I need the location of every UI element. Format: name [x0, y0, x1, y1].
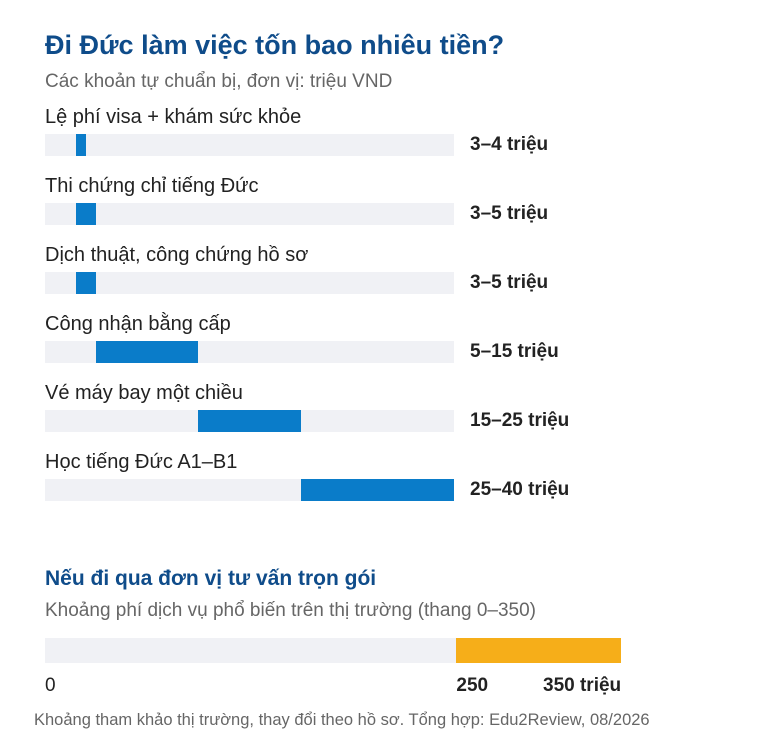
package-bar-track — [45, 638, 621, 663]
range-value-label: 25–40 triệu — [470, 479, 570, 500]
axis-tick-label: 0 — [45, 675, 56, 696]
category-label: Vé máy bay một chiều — [45, 382, 243, 404]
category-label: Thi chứng chỉ tiếng Đức — [45, 175, 259, 197]
chart-title: Đi Đức làm việc tốn bao nhiêu tiền? — [45, 30, 505, 60]
package-chart-subtitle: Khoảng phí dịch vụ phổ biến trên thị trư… — [45, 600, 537, 621]
range-bar — [75, 203, 97, 225]
bar-track — [45, 341, 454, 363]
package-range-bar — [456, 638, 621, 663]
category-label: Học tiếng Đức A1–B1 — [45, 451, 238, 473]
bar-track — [45, 479, 454, 501]
range-bar — [96, 341, 199, 363]
axis-tick-label: 350 triệu — [543, 675, 622, 696]
footnote: Khoảng tham khảo thị trường, thay đổi th… — [34, 711, 650, 729]
axis-tick-label: 250 — [456, 675, 489, 696]
chart-subtitle: Các khoản tự chuẩn bị, đơn vị: triệu VND — [45, 71, 393, 92]
range-value-label: 15–25 triệu — [470, 410, 570, 431]
bar-track — [45, 134, 454, 156]
bar-track — [45, 410, 454, 432]
range-bar — [300, 479, 454, 501]
range-bar — [75, 134, 86, 156]
category-label: Lệ phí visa + khám sức khỏe — [45, 106, 302, 128]
range-value-label: 3–4 triệu — [470, 134, 549, 155]
category-label: Dịch thuật, công chứng hồ sơ — [45, 244, 309, 266]
range-value-label: 5–15 triệu — [470, 341, 559, 362]
range-bar — [75, 272, 97, 294]
package-chart-title: Nếu đi qua đơn vị tư vấn trọn gói — [45, 567, 377, 590]
range-bar — [198, 410, 301, 432]
bar-track — [45, 203, 454, 225]
range-value-label: 3–5 triệu — [470, 272, 549, 293]
bar-track — [45, 272, 454, 294]
range-value-label: 3–5 triệu — [470, 203, 549, 224]
category-label: Công nhận bằng cấp — [45, 313, 231, 335]
